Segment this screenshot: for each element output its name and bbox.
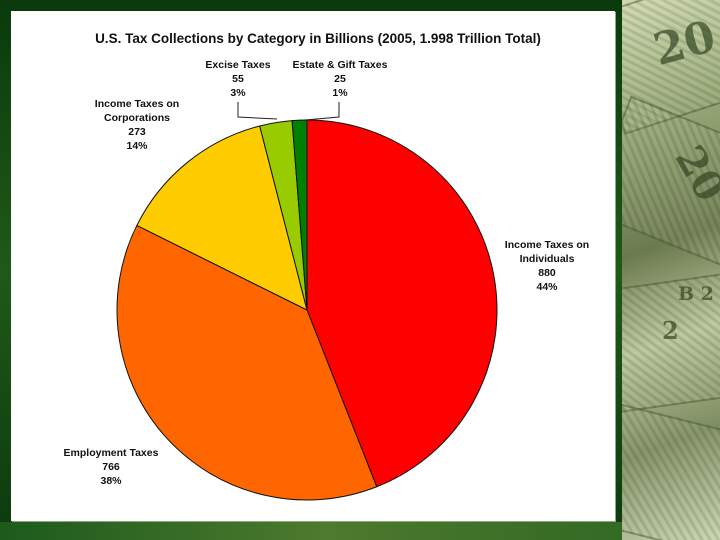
- money-glyph: 2: [662, 316, 679, 345]
- bottom-band: [0, 522, 720, 540]
- money-glyph: B 2: [678, 283, 714, 305]
- excise-leader-line: [237, 102, 278, 120]
- slice-label-value: 766: [102, 461, 120, 473]
- slice-label-percent: 3%: [230, 87, 246, 99]
- slice-label-value: 880: [538, 267, 556, 279]
- slice-label-name: Corporations: [104, 112, 170, 124]
- estate-leader-line: [304, 102, 340, 121]
- chart-area: U.S. Tax Collections by Category in Bill…: [11, 11, 615, 521]
- slice-label-name: Income Taxes on: [505, 239, 589, 251]
- label-income-taxes-corporations: Income Taxes on Corporations 273 14%: [95, 98, 179, 152]
- chart-title: U.S. Tax Collections by Category in Bill…: [95, 31, 541, 46]
- pie-slice-employment-taxes: [116, 224, 378, 501]
- pie-chart: U.S. Tax Collections by Category in Bill…: [64, 31, 589, 501]
- label-excise-taxes: Excise Taxes 55 3%: [205, 59, 270, 99]
- bill-image: [622, 403, 720, 540]
- slice-label-value: 273: [128, 126, 146, 138]
- slice-label-value: 25: [334, 73, 346, 85]
- slice-label-value: 55: [232, 73, 244, 85]
- slice-label-percent: 14%: [126, 140, 148, 152]
- slice-label-percent: 38%: [100, 475, 122, 487]
- slice-label-name: Individuals: [520, 253, 575, 265]
- pie-slices: [116, 119, 498, 501]
- slice-label-name: Excise Taxes: [205, 59, 270, 71]
- pie-slice-income-taxes-on-individuals: [306, 119, 498, 488]
- slice-label-name: Employment Taxes: [64, 447, 159, 459]
- pie-slice-income-taxes-on-corporations: [136, 125, 308, 311]
- label-income-taxes-individuals: Income Taxes on Individuals 880 44%: [505, 239, 589, 293]
- currency-decoration: 20 20 B 2 2: [622, 0, 720, 540]
- slice-label-name: Income Taxes on: [95, 98, 179, 110]
- slice-label-percent: 44%: [536, 281, 558, 293]
- label-estate-gift-taxes: Estate & Gift Taxes 25 1%: [293, 59, 388, 99]
- label-employment-taxes: Employment Taxes 766 38%: [64, 447, 159, 487]
- slice-label-percent: 1%: [332, 87, 348, 99]
- slice-label-name: Estate & Gift Taxes: [293, 59, 388, 71]
